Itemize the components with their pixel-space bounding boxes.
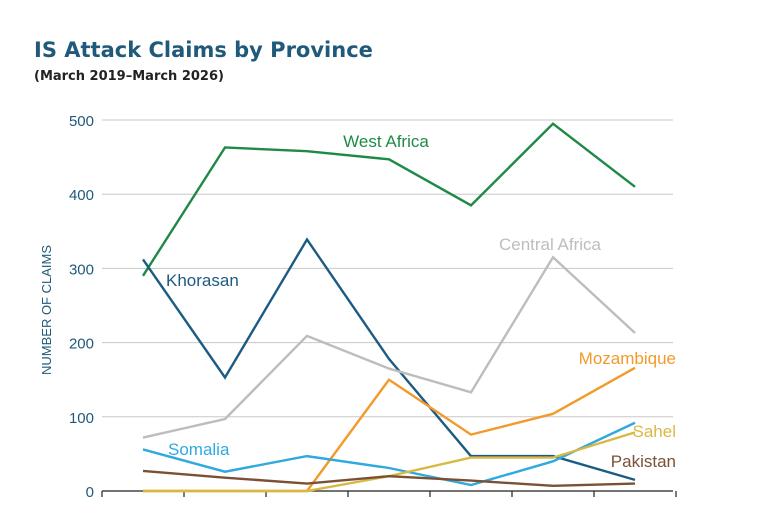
- series-label-west-africa: West Africa: [343, 132, 429, 151]
- y-tick-label: 300: [69, 261, 94, 278]
- chart-subtitle: (March 2019–March 2026): [34, 69, 224, 84]
- series-line-pakistan: [142, 469, 636, 488]
- y-tick-label: 200: [69, 336, 94, 353]
- series-label-central-africa: Central Africa: [499, 235, 602, 254]
- series-line-somalia: [142, 421, 636, 487]
- series-line-west-africa: [141, 122, 636, 277]
- gridlines: [102, 119, 673, 418]
- y-tick-label: 100: [69, 410, 94, 427]
- series-lines: [141, 122, 636, 493]
- y-axis-label: NUMBER OF CLAIMS: [39, 245, 54, 375]
- series-line-central-africa: [142, 255, 636, 439]
- series-label-somalia: Somalia: [168, 440, 230, 459]
- series-label-khorasan: Khorasan: [166, 271, 239, 290]
- series-label-sahel: Sahel: [633, 422, 676, 441]
- y-tick-label: 400: [69, 187, 94, 204]
- chart-title: IS Attack Claims by Province: [34, 38, 373, 62]
- series-line-khorasan: [142, 237, 636, 482]
- series-label-mozambique: Mozambique: [579, 349, 676, 368]
- series-labels: West Africa Khorasan Central Africa Mozambi…: [166, 132, 676, 471]
- series-line-mozambique: [143, 366, 636, 493]
- axes: 0 100 200 300 400 500: [69, 113, 677, 501]
- y-tick-label: 500: [69, 113, 94, 130]
- y-tick-label: 0: [86, 484, 94, 501]
- series-label-pakistan: Pakistan: [611, 452, 676, 471]
